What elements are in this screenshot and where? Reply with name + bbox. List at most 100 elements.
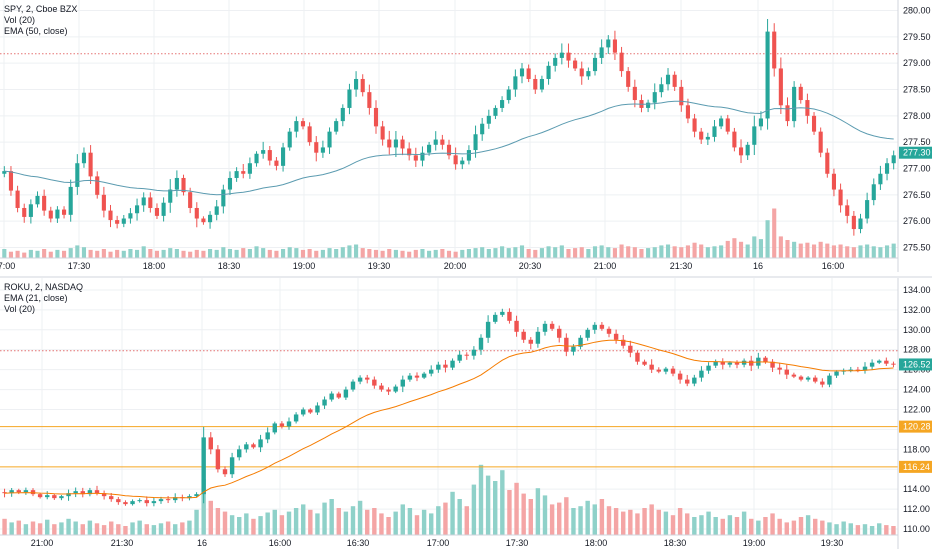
candle-body bbox=[181, 177, 186, 193]
candle-body bbox=[741, 360, 747, 365]
volume-bar bbox=[75, 245, 80, 258]
spy-legend-symbol[interactable]: SPY, 2, Cboe BZX bbox=[4, 4, 77, 14]
candle-body bbox=[719, 118, 724, 127]
candle-body bbox=[440, 139, 445, 145]
roku-legend-symbol[interactable]: ROKU, 2, NASDAQ bbox=[4, 282, 83, 292]
candle-body bbox=[777, 367, 782, 370]
candle-body bbox=[546, 65, 551, 79]
ema-line bbox=[4, 100, 894, 196]
time-tick-label: 19:00 bbox=[293, 261, 316, 271]
volume-bar bbox=[798, 517, 804, 535]
candle-body bbox=[557, 328, 562, 338]
roku-price-axis[interactable]: 134.00132.00130.00128.00126.00124.00122.… bbox=[897, 278, 932, 549]
candle-body bbox=[820, 381, 825, 385]
volume-bar bbox=[579, 247, 584, 258]
candle-body bbox=[221, 189, 226, 207]
candle-body bbox=[865, 200, 870, 219]
candle-body bbox=[805, 377, 811, 380]
candle-body bbox=[141, 197, 146, 206]
roku-legend-volume[interactable]: Vol (20) bbox=[4, 304, 35, 314]
volume-bar bbox=[23, 524, 29, 535]
candle-body bbox=[699, 131, 704, 140]
candle-body bbox=[173, 497, 178, 501]
candle-body bbox=[513, 76, 518, 90]
candle-body bbox=[592, 57, 598, 72]
volume-bar bbox=[30, 521, 36, 535]
candle-body bbox=[2, 171, 7, 174]
volume-bar bbox=[300, 249, 306, 258]
candle-body bbox=[457, 354, 462, 361]
candle-body bbox=[314, 142, 319, 153]
volume-bar bbox=[340, 247, 345, 258]
volume-bar bbox=[741, 511, 747, 535]
candle-body bbox=[194, 207, 199, 219]
candle-body bbox=[315, 405, 320, 413]
candle-body bbox=[214, 206, 219, 215]
price-tick-label: 278.00 bbox=[903, 111, 931, 121]
roku-volume-bars bbox=[2, 464, 896, 535]
candle-body bbox=[792, 86, 797, 122]
candle-body bbox=[473, 134, 478, 151]
candle-body bbox=[427, 144, 432, 153]
volume-bar bbox=[533, 249, 538, 258]
candle-body bbox=[45, 495, 50, 498]
volume-bar bbox=[705, 247, 710, 258]
volume-bar bbox=[334, 249, 339, 258]
volume-bar bbox=[327, 248, 332, 258]
top-axis-bg bbox=[898, 0, 932, 258]
volume-bar bbox=[379, 513, 384, 535]
volume-bar bbox=[301, 504, 306, 535]
candle-body bbox=[632, 86, 637, 101]
candle-body bbox=[393, 139, 398, 148]
candle-body bbox=[628, 345, 633, 353]
candle-body bbox=[2, 492, 7, 494]
candle-body bbox=[446, 144, 452, 156]
volume-bar bbox=[865, 244, 870, 258]
candle-body bbox=[336, 393, 341, 398]
candle-body bbox=[480, 123, 485, 135]
candle-body bbox=[679, 86, 684, 106]
candle-body bbox=[22, 207, 27, 217]
candle-body bbox=[340, 107, 345, 122]
volume-bar bbox=[632, 247, 637, 258]
volume-bar bbox=[28, 249, 33, 258]
candle-body bbox=[386, 389, 391, 392]
volume-bar bbox=[480, 247, 485, 258]
volume-bar bbox=[834, 524, 839, 535]
candle-body bbox=[287, 131, 292, 148]
volume-bar bbox=[884, 525, 889, 535]
candle-body bbox=[460, 160, 465, 165]
volume-bar bbox=[48, 251, 53, 258]
volume-bar bbox=[848, 523, 853, 535]
roku-legend-ema[interactable]: EMA (21, close) bbox=[4, 293, 68, 303]
volume-bar bbox=[519, 245, 525, 258]
roku-time-axis[interactable]: 21:00 21:30 16 16:00 16:30 17:00 17:30 18:00 18:… bbox=[0, 534, 898, 548]
volume-bar bbox=[123, 526, 128, 535]
volume-bar bbox=[109, 521, 114, 535]
volume-bar bbox=[770, 513, 775, 535]
volume-bar bbox=[59, 522, 64, 535]
time-tick-label: 21:30 bbox=[111, 538, 134, 548]
time-tick-label: 21:30 bbox=[670, 261, 693, 271]
roku-legend: ROKU, 2, NASDAQ EMA (21, close) Vol (20) bbox=[4, 282, 83, 314]
volume-bar bbox=[308, 509, 313, 535]
candle-body bbox=[294, 121, 299, 132]
spy-legend-volume[interactable]: Vol (20) bbox=[4, 15, 35, 25]
volume-bar bbox=[165, 521, 171, 535]
spy-legend-ema[interactable]: EMA (50, close) bbox=[4, 26, 68, 36]
volume-bar bbox=[66, 518, 71, 535]
volume-bar bbox=[734, 517, 740, 535]
volume-bar bbox=[88, 249, 93, 258]
candle-body bbox=[66, 493, 71, 497]
volume-bar bbox=[293, 508, 299, 535]
spy-time-axis[interactable]: 17:00 17:30 18:00 18:30 19:00 19:30 20:00 20:30… bbox=[0, 257, 898, 271]
spy-price-axis[interactable]: 280.00279.50279.00278.50278.00277.50277.… bbox=[897, 0, 932, 272]
price-tick-label: 275.50 bbox=[903, 242, 931, 252]
volume-bar bbox=[719, 245, 724, 258]
price-tick-label: 128.00 bbox=[903, 345, 931, 355]
volume-bar bbox=[354, 244, 359, 258]
candle-body bbox=[400, 139, 405, 149]
candle-body bbox=[436, 364, 441, 370]
volume-bar bbox=[187, 520, 192, 535]
volume-bar bbox=[254, 246, 259, 258]
